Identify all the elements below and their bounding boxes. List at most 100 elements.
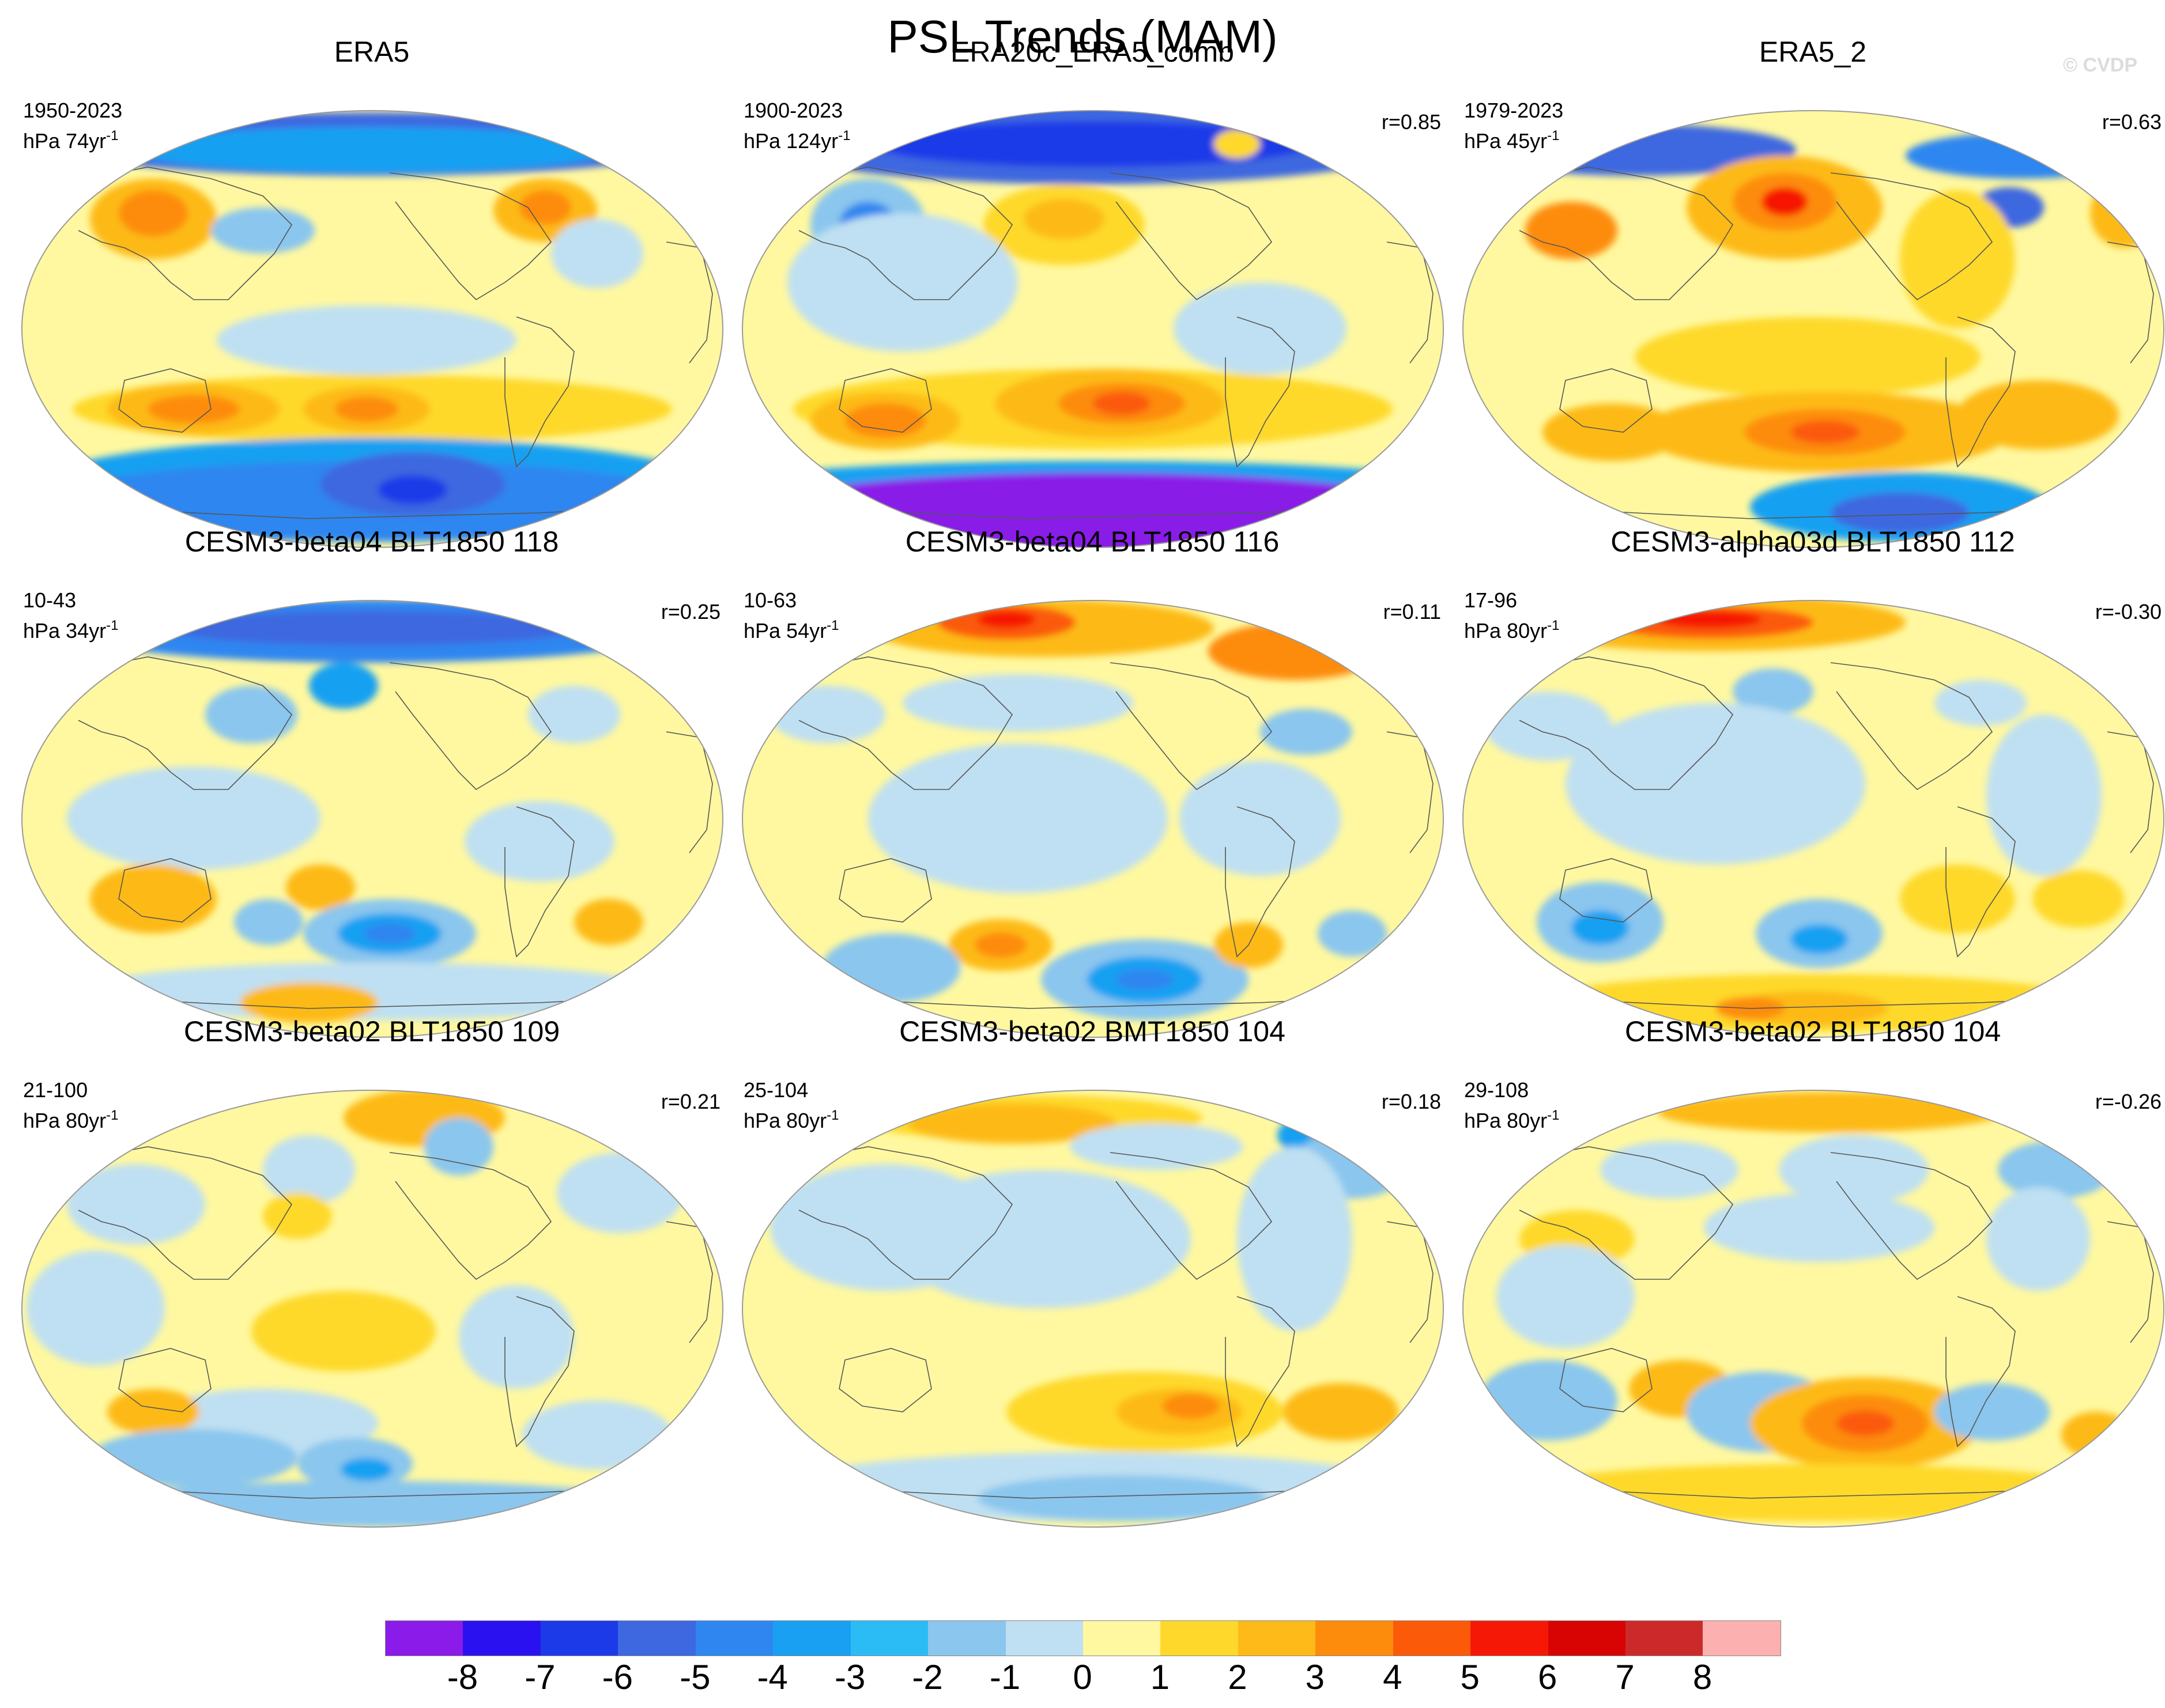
colorbar-tick-labels: -8 -7 -6 -5 -4 -3 -2 -1 0 1 2 3 4 5 6 7 8 [385,1657,1780,1698]
panel-correlation: r=0.25 [661,600,721,624]
trend-contour-region [787,213,1018,352]
psl-trend-map [21,600,723,1038]
coastline-path [1830,172,1993,301]
trend-contour-region [1116,969,1174,990]
coastline-path [1519,167,1734,300]
map-panel: ERA20c_ERA5_comb 1900-2023 hPa 124yr-1 r=0.… [732,35,1453,548]
coastline-path [839,368,932,433]
trend-contour-region [557,1152,684,1233]
panel-units: hPa 80yr-1 [1464,613,1559,644]
trend-contour-region [891,1170,1191,1308]
figure-title: PSL Trends (MAM) [887,11,1278,62]
colorbar-tick: -4 [757,1658,788,1696]
coastline-path [666,1221,713,1343]
panel-period: 1950-2023 [23,99,123,122]
panel-units-text: hPa 45yr [1464,129,1548,153]
trend-contour-region [975,932,1027,958]
panel-units-text: hPa 80yr [23,1109,107,1132]
panel-title: CESM3-beta02 BMT1850 104 [899,1015,1285,1048]
coastline-path [1386,731,1434,853]
coastline-path [118,858,212,923]
coastline-path [1830,662,1993,791]
coastline-path [1225,316,1295,468]
panel-units-exponent: -1 [1547,618,1560,633]
trend-contour-region [1900,190,2015,328]
trend-contour-region [1762,187,1808,216]
coastline-path [1386,1221,1434,1343]
trend-contour-region [1571,910,1629,945]
panel-units: hPa 80yr-1 [1464,1103,1559,1133]
panel-units: hPa 34yr-1 [23,613,118,644]
trend-contour-region [205,686,297,743]
trend-contour-region [1237,1147,1352,1331]
trend-contour-region [309,663,378,709]
coastline-path [78,167,293,300]
coastline-path [1830,1152,1993,1280]
coastline-path [78,1146,293,1280]
panel-units-exponent: -1 [106,128,119,143]
trend-contour-region [874,121,1312,167]
panel-units-text: hPa 124yr [744,129,839,153]
panel-title: ERA5_2 [1759,36,1867,68]
map-panel: ERA5 1950-2023 hPa 74yr-1 [12,35,732,548]
psl-trend-map [1462,600,2164,1038]
trend-contour-region [96,1481,649,1527]
colorbar-tick: 1 [1150,1658,1170,1696]
panel-units-exponent: -1 [1547,1108,1560,1123]
trend-contour-region [459,1285,574,1389]
map-border [1462,1090,2164,1528]
coastline-path [1225,1296,1295,1448]
trend-contour-region [903,674,1133,732]
colorbar-swatch [1470,1621,1548,1656]
colorbar-swatch [618,1621,696,1656]
map-border [21,600,723,1038]
trend-contour-region [845,403,926,438]
coastline-path [1945,1296,2016,1448]
trend-contour-region [84,962,661,1020]
trend-contour-region [1542,403,1681,461]
map-border [1462,110,2164,548]
trend-contour-region [868,743,1168,893]
trend-contour-region [364,923,416,944]
trend-contour-region [1514,1464,2113,1521]
colorbar-tick: -7 [525,1658,556,1696]
trend-contour-region [1479,1360,1617,1441]
panel-period: 25-104 [744,1078,809,1102]
coastline-path [1519,656,1734,790]
psl-trend-map [1462,110,2164,548]
colorbar-tick: -1 [989,1658,1021,1696]
trend-contour-region [67,1164,205,1245]
trend-contour-region [107,1389,199,1435]
panel-units-exponent: -1 [106,618,119,633]
coastlines [1519,656,2154,1009]
colorbar-swatch [850,1621,929,1656]
panel-units-exponent: -1 [106,1108,119,1123]
colorbar-swatch [695,1621,774,1656]
panel-title: CESM3-alpha03d BLT1850 112 [1610,526,2015,558]
panel-correlation: r=0.63 [2102,110,2162,134]
map-panel: ERA5_2 1979-2023 hPa 45yr-1 r=0.63 [1453,35,2165,548]
trend-contour-region [528,686,620,743]
coastline-path [504,316,575,468]
coastline-path [798,167,1013,300]
trend-contour-region [465,801,614,882]
trend-contour-region [263,1193,332,1239]
trend-contour-region [341,1458,393,1481]
coastline-path [78,656,293,790]
colorbar-tick: 6 [1537,1658,1557,1696]
map-panel: CESM3-beta04 BLT1850 118 10-43 hPa 34yr-1 r… [12,524,732,1038]
trend-contour-region [1658,1092,2004,1132]
panel-correlation: r=0.85 [1381,110,1441,134]
colorbar-swatch [463,1621,541,1656]
trend-contour-region [1070,1124,1243,1170]
trend-contour-region [1831,493,1969,533]
panel-units-text: hPa 80yr [1464,1109,1548,1132]
trend-contour-region [67,766,320,870]
panel-correlation: r=-0.30 [2095,600,2162,624]
trend-contour-region [978,611,1035,628]
panel-period: 1900-2023 [744,99,843,122]
coastline-path [2107,241,2154,364]
colorbar-swatch [386,1621,463,1656]
colorbar-swatch [1548,1621,1625,1656]
coastline-path [798,656,1013,790]
